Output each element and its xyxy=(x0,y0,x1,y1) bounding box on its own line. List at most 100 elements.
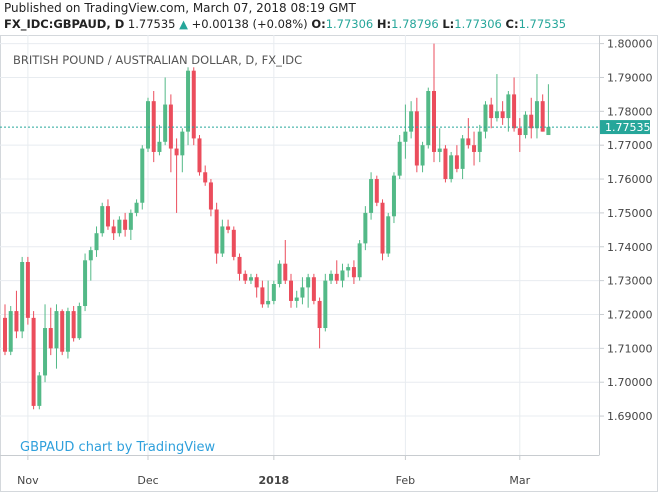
candle-body xyxy=(414,111,419,166)
last-price-tag-label: 1.77535 xyxy=(605,121,651,134)
candle-body xyxy=(151,101,156,152)
candle-up xyxy=(391,172,396,224)
candle-down xyxy=(380,199,385,261)
candle-down xyxy=(208,179,213,217)
price-tick-label: 1.79000 xyxy=(607,71,653,84)
candle-body xyxy=(123,219,128,230)
candle-up xyxy=(271,280,276,305)
published-line: Published on TradingView.com, March 07, … xyxy=(4,1,356,15)
candlestick-chart[interactable]: 1.80000 1.79000 1.78000 1.77000 1.76000 1.750… xyxy=(0,35,658,492)
candle-down xyxy=(311,273,316,305)
candle-body xyxy=(128,212,133,230)
candle-up xyxy=(523,111,528,139)
candle-body xyxy=(351,267,356,278)
time-tick-label: Mar xyxy=(509,474,530,487)
candle-body xyxy=(300,287,305,298)
candle-up xyxy=(37,372,42,410)
candle-down xyxy=(334,260,339,285)
candle-body xyxy=(163,104,168,142)
time-tick-label: 2018 xyxy=(259,474,290,487)
candle-body xyxy=(546,126,551,136)
candle-up xyxy=(403,104,408,159)
candle-up xyxy=(117,216,122,237)
candle-body xyxy=(43,328,48,376)
candle-up xyxy=(340,263,345,288)
candle-body xyxy=(37,375,42,406)
candle-body xyxy=(254,277,259,288)
candle-down xyxy=(260,280,265,308)
candle-body xyxy=(174,148,179,156)
candle-up xyxy=(506,91,511,132)
candle-body xyxy=(380,202,385,254)
candle-body xyxy=(437,148,442,152)
candle-body xyxy=(208,182,213,210)
candle-body xyxy=(3,317,7,352)
candle-up xyxy=(20,256,25,339)
candle-up xyxy=(277,260,282,288)
candle-down xyxy=(231,226,236,261)
candle-body xyxy=(472,145,477,152)
candle-down xyxy=(466,118,471,149)
candle-body xyxy=(266,300,271,305)
candle-down xyxy=(25,256,30,325)
candle-down xyxy=(123,212,128,237)
candle-body xyxy=(146,101,150,149)
candle-body xyxy=(512,94,517,129)
chart-title: BRITISH POUND / AUSTRALIAN DOLLAR, D, FX… xyxy=(13,53,302,67)
candle-up xyxy=(83,253,88,312)
candle-up xyxy=(329,270,334,285)
candle-down xyxy=(226,219,231,234)
candle-down xyxy=(174,138,179,213)
candle-up xyxy=(300,277,305,305)
candle-up xyxy=(54,304,59,369)
candle-up xyxy=(77,302,82,340)
candle-up xyxy=(128,209,133,240)
candle-body xyxy=(323,280,328,329)
candle-up xyxy=(420,141,425,173)
candle-body xyxy=(432,91,436,152)
candle-up xyxy=(363,206,368,251)
candle-body xyxy=(237,256,242,274)
candle-body xyxy=(214,209,219,254)
candle-up xyxy=(8,306,13,356)
candle-down xyxy=(443,145,448,183)
price-tick-label: 1.71000 xyxy=(607,342,653,355)
candle-body xyxy=(363,212,368,244)
candle-up xyxy=(369,172,374,220)
candle-body xyxy=(191,70,196,139)
candle-down xyxy=(374,175,379,207)
candle-body xyxy=(369,179,374,213)
price-tick-label: 1.80000 xyxy=(607,38,653,51)
candle-down xyxy=(540,94,545,132)
symbol-label: FX_IDC:GBPAUD, D xyxy=(4,17,125,31)
candle-up xyxy=(157,124,162,156)
up-arrow-icon: ▲ xyxy=(179,17,188,31)
candle-body xyxy=(449,155,454,180)
candle-body xyxy=(220,226,225,254)
candle-body xyxy=(105,206,110,227)
candle-down xyxy=(414,97,419,173)
candle-body xyxy=(65,311,70,352)
time-axis: Nov Dec 2018 Feb Mar xyxy=(17,455,531,487)
candle-body xyxy=(329,273,334,281)
candle-body xyxy=(311,277,316,301)
candle-down xyxy=(168,94,173,173)
candle-up xyxy=(483,101,488,139)
candle-body xyxy=(54,311,59,349)
candle-down xyxy=(317,297,322,349)
candle-up xyxy=(186,67,191,146)
candle-up xyxy=(266,280,271,308)
candle-body xyxy=(83,260,88,307)
candle-body xyxy=(517,128,522,136)
candle-up xyxy=(449,151,454,183)
candle-body xyxy=(454,155,459,169)
candle-body xyxy=(31,317,36,406)
price-tick-label: 1.74000 xyxy=(607,241,653,254)
candle-up xyxy=(220,219,225,257)
grid-lines xyxy=(0,35,599,455)
candle-up xyxy=(357,239,362,281)
candle-body xyxy=(460,138,465,169)
candle-up xyxy=(180,128,185,173)
candle-down xyxy=(432,43,436,163)
candle-up xyxy=(323,273,328,332)
